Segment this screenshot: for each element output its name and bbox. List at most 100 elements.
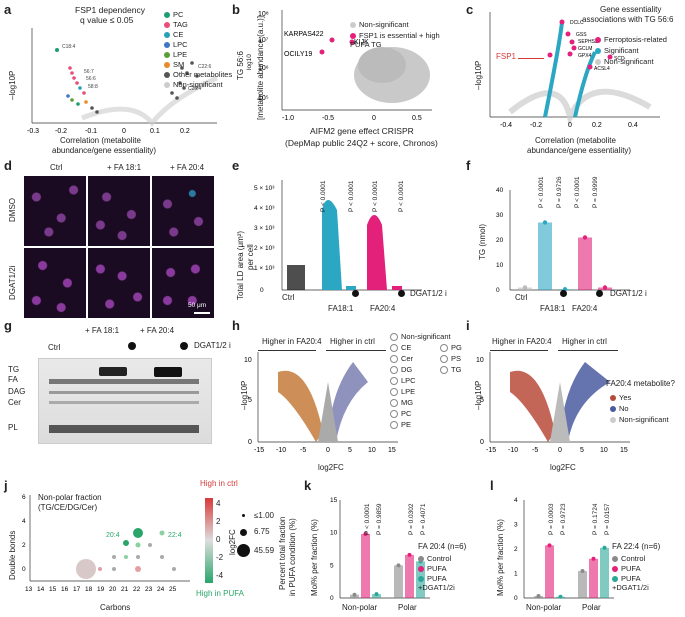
h-left-arrow-label: Higher in FA20:4	[262, 337, 322, 346]
a-annot-0: C18:4	[62, 44, 76, 50]
i-ylabel: –log10P	[474, 380, 483, 410]
l-ylabel: Mol% per fraction (%)	[496, 519, 505, 596]
d-col-ctrl: Ctrl	[50, 163, 63, 172]
l-bar	[589, 558, 598, 598]
i-legend-title: FA20:4 metabolite?	[606, 379, 675, 388]
e-pvalue-2: P < 0.0001	[372, 180, 379, 212]
c-xlabel-1: Correlation (metabolite	[535, 136, 616, 145]
j-xtick-10: 23	[145, 586, 153, 593]
legend-dot-icon	[610, 417, 616, 424]
k-legend-item: PUFA	[418, 564, 447, 573]
h-legend-item: PG	[440, 343, 462, 353]
l-ytick: 3	[514, 522, 518, 529]
legend-dot-icon	[390, 355, 398, 364]
panel-label-j: j	[4, 478, 8, 493]
c-title-1: Gene essentiality	[600, 5, 662, 14]
f-inhibitor-dot-icon	[560, 290, 567, 297]
h-xtick-0: -15	[254, 447, 264, 454]
h-xtick-1: -10	[276, 447, 286, 454]
panel-label-i: i	[466, 318, 470, 333]
legend-dot-icon	[390, 410, 398, 419]
e-ylabel-1: Total LD area (μm²)	[236, 230, 245, 300]
l-bar-point	[547, 543, 552, 548]
h-legend-item: PC	[390, 409, 411, 419]
k-legend-item: Control	[418, 554, 451, 563]
panel-label-f: f	[466, 158, 471, 173]
j-xtick-3: 16	[61, 586, 69, 593]
k-ytick: 10	[330, 530, 338, 537]
b-ytick-0: 10⁸	[258, 11, 269, 18]
k-bar	[405, 554, 414, 598]
a-legend-ce: CE	[173, 30, 184, 39]
k-legend-label: PUFA +DGAT1/2i	[418, 574, 455, 592]
legend-dot-icon	[390, 366, 398, 375]
g-row-cer: Cer	[8, 398, 21, 407]
k-legend-title: FA 20:4 (n=6)	[418, 542, 467, 551]
g-band-tg	[99, 367, 127, 376]
panel-label-g: g	[4, 318, 12, 333]
l-ytick: 1	[514, 571, 518, 578]
d-image-dgat-ctrl	[24, 248, 86, 318]
f-pvalue-3: P = 0.9999	[592, 176, 599, 208]
f-bar-point	[542, 220, 548, 225]
i-xtick-0: -15	[486, 447, 496, 454]
i-left-arrow-icon	[490, 350, 548, 351]
e-plot: 0 1 × 10³ 2 × 10³ 3 × 10³ 4 × 10³ 5 × 10…	[254, 180, 422, 294]
i-right-arrow-icon	[558, 350, 618, 351]
l-bar-point	[591, 556, 596, 561]
legend-dot-icon	[595, 48, 601, 55]
h-ytick-2: 10	[244, 357, 252, 364]
f-xlabel-fa181: FA18:1	[540, 304, 566, 313]
j-xtick-12: 25	[169, 586, 177, 593]
legend-dot-icon	[612, 576, 618, 583]
j-title-2: (TG/CE/DG/Cer)	[38, 503, 98, 512]
e-inhibitor-dot-icon	[352, 290, 359, 297]
b-xlabel-1: AIFM2 gene effect CRISPR	[310, 126, 414, 136]
legend-dot-icon	[164, 12, 170, 19]
f-ytick: 40	[496, 187, 504, 194]
h-xtick-3: 0	[326, 447, 330, 454]
legend-dot-icon	[612, 566, 618, 573]
legend-dot-icon	[390, 377, 398, 386]
a-xlabel-1: Correlation (metabolite	[60, 136, 141, 145]
k-ytick: 5	[330, 562, 334, 569]
f-xlabel-ctrl: Ctrl	[515, 293, 528, 302]
i-legend-label: Yes	[619, 393, 632, 402]
c-gene-1: GSS	[576, 32, 587, 38]
a-annot-9: C22:6	[198, 64, 212, 70]
h-legend-item: PE	[390, 420, 411, 430]
c-xtick-2: 0	[568, 122, 572, 129]
l-ytick: 2	[514, 546, 518, 553]
i-ytick-1: 5	[480, 397, 484, 404]
legend-dot-icon	[390, 388, 398, 397]
k-bar-point	[407, 552, 412, 557]
j-colorbar-tick-2: 0	[216, 535, 221, 544]
l-ytick: 4	[514, 497, 518, 504]
i-xtick-3: 0	[558, 447, 562, 454]
l-bar	[545, 545, 554, 598]
l-pvalue-1: P = 0.9723	[560, 503, 567, 535]
l-legend-item: PUFA	[612, 564, 641, 573]
d-col-fa181: + FA 18:1	[107, 163, 142, 172]
h-legend-label: Non-significant	[401, 332, 451, 341]
j-xtick-5: 18	[85, 586, 93, 593]
c-ylabel: –log10P	[474, 60, 483, 90]
h-ytick-1: 5	[248, 397, 252, 404]
k-ytick: 0	[330, 595, 334, 602]
k-xlabel-nonpolar: Non-polar	[342, 603, 378, 612]
d-image-dmso-fa181	[88, 176, 150, 246]
g-inhibitor-label: DGAT1/2 i	[194, 341, 231, 350]
k-bar-point	[363, 531, 368, 536]
e-xlabel-ctrl: Ctrl	[282, 293, 295, 302]
j-size-label-1: Percent total fraction	[278, 516, 287, 590]
legend-dot-icon	[164, 52, 170, 59]
d-image-dmso-ctrl	[24, 176, 86, 246]
i-legend-item: Non-significant	[610, 415, 669, 424]
g-band-dag	[49, 391, 199, 394]
panel-label-l: l	[490, 478, 494, 493]
i-xtick-2: -5	[532, 447, 538, 454]
h-left-arrow-icon	[258, 350, 316, 351]
h-legend-item: Cer	[390, 354, 413, 364]
g-row-pl: PL	[8, 423, 18, 432]
h-legend-item: CE	[390, 343, 411, 353]
